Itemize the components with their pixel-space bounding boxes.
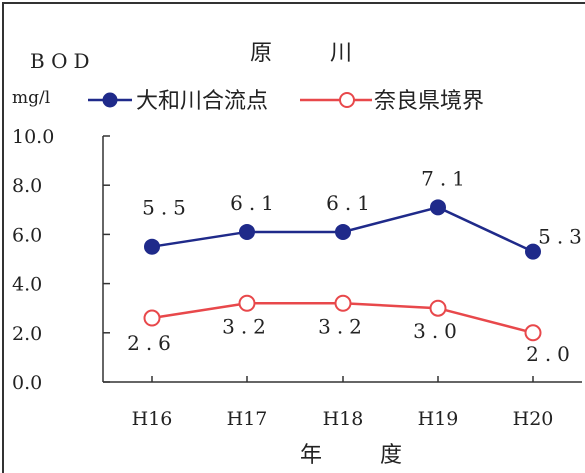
- x-tick-label: H18: [323, 408, 364, 430]
- x-tick-label: H20: [513, 408, 554, 430]
- data-label: 3.0: [413, 319, 463, 343]
- y-axis-label: BOD: [30, 49, 96, 73]
- y-tick-label: 0.0: [12, 372, 42, 394]
- y-axis-ticks: 10.0 8.0 6.0 4.0 2.0 0.0: [12, 126, 110, 394]
- y-tick-label: 8.0: [12, 175, 42, 197]
- data-label: 3.2: [222, 314, 272, 338]
- data-point: [524, 324, 542, 342]
- y-tick-label: 2.0: [12, 323, 42, 345]
- legend-marker-confluence: [102, 92, 118, 108]
- x-tick-label: H19: [418, 408, 459, 430]
- data-label: 3.2: [318, 314, 368, 338]
- data-point: [144, 238, 160, 255]
- y-tick-label: 10.0: [12, 126, 54, 148]
- y-tick-label: 4.0: [12, 274, 42, 296]
- data-label: 6.1: [230, 191, 280, 215]
- data-label: 6.1: [326, 191, 376, 215]
- data-point: [430, 199, 446, 216]
- data-point: [525, 243, 541, 260]
- data-point: [335, 223, 351, 240]
- series-layer: 5.5 6.1 6.1 7.1 5.3 2.6 3.2 3.2 3.0 2.0: [127, 166, 585, 366]
- legend: 大和川合流点 奈良県境界: [88, 89, 484, 114]
- data-label: 2.0: [526, 342, 576, 366]
- x-axis-label: 年 度: [300, 443, 420, 468]
- x-tick-label: H17: [227, 408, 268, 430]
- data-label: 5.3: [538, 225, 585, 249]
- x-axis-ticks: H16 H17 H18 H19 H20: [132, 376, 554, 430]
- y-axis-unit: mg/l: [12, 88, 50, 108]
- legend-label-border: 奈良県境界: [374, 89, 484, 114]
- data-point: [143, 309, 161, 327]
- data-point: [239, 223, 255, 240]
- legend-label-confluence: 大和川合流点: [136, 89, 268, 114]
- data-point: [334, 294, 352, 312]
- data-point: [238, 294, 256, 312]
- data-label: 2.6: [127, 331, 177, 355]
- x-tick-label: H16: [132, 408, 173, 430]
- chart-title: 原 川: [250, 41, 370, 66]
- y-tick-label: 6.0: [12, 224, 42, 246]
- data-label: 5.5: [142, 196, 192, 220]
- data-label: 7.1: [421, 166, 471, 190]
- data-point: [429, 299, 447, 317]
- legend-marker-border: [339, 92, 355, 108]
